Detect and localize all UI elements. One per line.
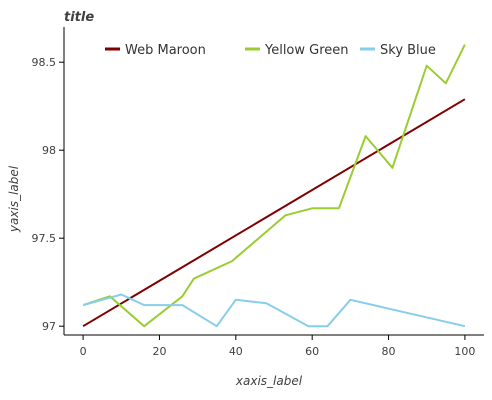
y-tick-label: 98.5 — [32, 56, 57, 69]
series-line-web-maroon — [82, 98, 466, 328]
x-tick-label: 40 — [229, 345, 243, 358]
series-line-sky-blue — [82, 293, 466, 328]
y-ticks: 97 97.5 98 98.5 — [32, 56, 64, 333]
x-tick-label: 100 — [454, 345, 475, 358]
y-axis-title: yaxis_label — [7, 165, 21, 233]
x-tick-label: 20 — [152, 345, 166, 358]
legend-label: Sky Blue — [380, 43, 436, 58]
y-tick-label: 97 — [42, 320, 56, 333]
legend: Web Maroon Yellow Green Sky Blue — [105, 43, 436, 58]
x-tick-label: 60 — [305, 345, 319, 358]
series-line-yellow-green — [82, 44, 466, 328]
chart-title: title — [64, 10, 94, 25]
legend-label: Yellow Green — [264, 43, 349, 58]
series-lines — [82, 44, 466, 328]
legend-label: Web Maroon — [125, 43, 206, 58]
x-tick-label: 0 — [80, 345, 87, 358]
x-tick-label: 80 — [382, 345, 396, 358]
x-ticks: 0 20 40 60 80 100 — [80, 335, 475, 358]
axes — [63, 27, 484, 336]
x-axis-title: xaxis_label — [235, 374, 303, 388]
y-tick-label: 98 — [42, 144, 56, 157]
y-tick-label: 97.5 — [32, 232, 57, 245]
